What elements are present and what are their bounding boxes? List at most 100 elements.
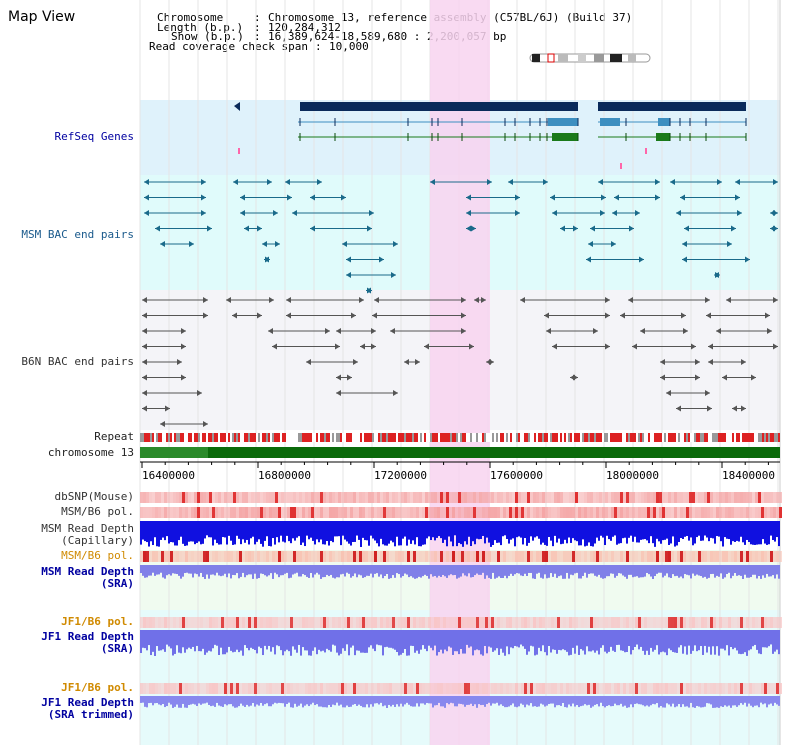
track-label-chromosome[interactable]: chromosome 13 bbox=[47, 446, 134, 459]
jf1-pol-cell bbox=[266, 617, 269, 628]
jf1-depth-bar bbox=[400, 630, 402, 655]
jf1-depth-bar bbox=[372, 630, 374, 649]
repeat-segment bbox=[616, 433, 618, 442]
track-label-repeat[interactable]: Repeat bbox=[94, 430, 134, 443]
track-label-jf1-depth-sra-1[interactable]: JF1 Read Depth bbox=[41, 630, 134, 643]
msm-pol2-cell bbox=[521, 551, 524, 562]
jf1-pol2-cell bbox=[455, 683, 458, 694]
msm-sra-depth-bar bbox=[182, 565, 184, 577]
jf1-pol2-cell bbox=[560, 683, 563, 694]
jf1-pol2-cell bbox=[272, 683, 275, 694]
msm-depth-bar bbox=[632, 521, 634, 542]
jf1-pol-cell bbox=[593, 617, 596, 628]
msm-pol2-cell bbox=[419, 551, 422, 562]
msm-sra-depth-bar bbox=[328, 565, 330, 577]
jf1-depth-bar bbox=[324, 630, 326, 653]
jf1-pol2-cell bbox=[458, 683, 461, 694]
jf1-pol2-cell bbox=[152, 683, 155, 694]
repeat-segment bbox=[592, 433, 594, 442]
msm-sra-depth-bar bbox=[704, 565, 706, 577]
msm-depth-bar bbox=[378, 521, 380, 547]
jf1-depth-bar bbox=[730, 630, 732, 647]
repeat-segment bbox=[400, 433, 402, 442]
msm-sra-depth-bar bbox=[556, 565, 558, 578]
msm-bac-pair-end bbox=[676, 210, 681, 216]
msm-pol-cell bbox=[539, 507, 542, 518]
msm-depth-bar bbox=[756, 521, 758, 545]
msm-pol2-cell bbox=[731, 551, 734, 562]
track-label-msm-bac[interactable]: MSM BAC end pairs bbox=[21, 228, 134, 241]
dbsnp-cell bbox=[260, 492, 263, 503]
msm-pol-cell bbox=[707, 507, 710, 518]
jf1-depth-bar bbox=[548, 630, 550, 647]
msm-depth-bar bbox=[740, 521, 742, 537]
jf1-pol2-cell bbox=[587, 683, 590, 694]
jf1-pol2-cell bbox=[617, 683, 620, 694]
jf1-depth-bar bbox=[532, 630, 534, 647]
msm-pol2-cell bbox=[563, 551, 566, 562]
axis-tick-label: 18400000 bbox=[722, 469, 775, 482]
jf1-pol2-cell bbox=[182, 683, 185, 694]
repeat-segment bbox=[296, 433, 298, 442]
msm-depth-bar bbox=[436, 521, 438, 538]
repeat-segment bbox=[458, 433, 460, 442]
msm-pol-cell bbox=[578, 507, 581, 518]
repeat-segment bbox=[346, 433, 348, 442]
msm-sra-depth-bar bbox=[482, 565, 484, 573]
msm-sra-depth-bar bbox=[620, 565, 622, 574]
track-label-msm-b6-pol-2[interactable]: MSM/B6 pol. bbox=[61, 549, 134, 562]
repeat-segment bbox=[658, 433, 660, 442]
msm-sra-depth-bar bbox=[308, 565, 310, 578]
track-label-dbsnp[interactable]: dbSNP(Mouse) bbox=[54, 490, 134, 503]
b6n-bac-pair-end bbox=[741, 359, 746, 365]
msm-bac-pair-end bbox=[346, 272, 351, 278]
msm-depth-bar bbox=[708, 521, 710, 542]
jf1-trim-depth-bar bbox=[250, 696, 252, 706]
msm-pol2-cell bbox=[218, 551, 221, 562]
msm-depth-bar bbox=[364, 521, 366, 541]
jf1-pol-cell bbox=[176, 617, 179, 628]
msm-sra-depth-bar bbox=[164, 565, 166, 579]
msm-bac-pair-end bbox=[745, 256, 750, 263]
msm-pol2-cell bbox=[299, 551, 302, 562]
repeat-segment bbox=[414, 433, 416, 442]
jf1-trim-depth-bar bbox=[144, 696, 146, 707]
msm-sra-depth-bar bbox=[512, 565, 514, 576]
repeat-segment bbox=[326, 433, 328, 442]
jf1-depth-bar bbox=[192, 630, 194, 647]
msm-depth-bar bbox=[266, 521, 268, 537]
track-label-jf1-depth-trim-1[interactable]: JF1 Read Depth bbox=[41, 696, 134, 709]
jf1-pol2-cell bbox=[599, 683, 602, 694]
track-label-msm-depth-cap-1[interactable]: MSM Read Depth bbox=[41, 522, 134, 535]
jf1-depth-bar bbox=[362, 630, 364, 653]
chromosome-ideogram[interactable] bbox=[528, 52, 652, 64]
msm-sra-depth-bar bbox=[414, 565, 416, 579]
msm-sra-depth-bar bbox=[734, 565, 736, 574]
jf1-depth-bar bbox=[550, 630, 552, 653]
msm-depth-bar bbox=[382, 521, 384, 545]
track-label-jf1-b6-pol-1[interactable]: JF1/B6 pol. bbox=[61, 615, 134, 628]
jf1-depth-bar bbox=[526, 630, 528, 655]
dbsnp-cell bbox=[410, 492, 413, 503]
msm-pol2-cell bbox=[329, 551, 332, 562]
track-label-refseq[interactable]: RefSeq Genes bbox=[54, 130, 134, 143]
msm-pol-cell bbox=[311, 507, 314, 518]
jf1-pol-cell bbox=[182, 617, 185, 628]
track-label-b6n-bac[interactable]: B6N BAC end pairs bbox=[21, 355, 134, 368]
track-label-msm-b6-pol-1[interactable]: MSM/B6 pol. bbox=[61, 505, 134, 518]
jf1-trim-depth-bar bbox=[530, 696, 532, 704]
jf1-trim-depth-bar bbox=[708, 696, 710, 704]
msm-sra-depth-bar bbox=[174, 565, 176, 574]
dbsnp-cell bbox=[167, 492, 170, 503]
dbsnp-cell bbox=[329, 492, 332, 503]
track-label-msm-depth-sra-1[interactable]: MSM Read Depth bbox=[41, 565, 134, 578]
msm-sra-depth-bar bbox=[724, 565, 726, 578]
jf1-depth-bar bbox=[646, 630, 648, 651]
msm-pol2-cell bbox=[140, 551, 143, 562]
msm-sra-depth-bar bbox=[298, 565, 300, 577]
msm-sra-depth-bar bbox=[610, 565, 612, 574]
jf1-pol-cell bbox=[227, 617, 230, 628]
track-label-jf1-b6-pol-2[interactable]: JF1/B6 pol. bbox=[61, 681, 134, 694]
repeat-segment bbox=[148, 433, 150, 442]
dbsnp-cell bbox=[662, 492, 665, 503]
